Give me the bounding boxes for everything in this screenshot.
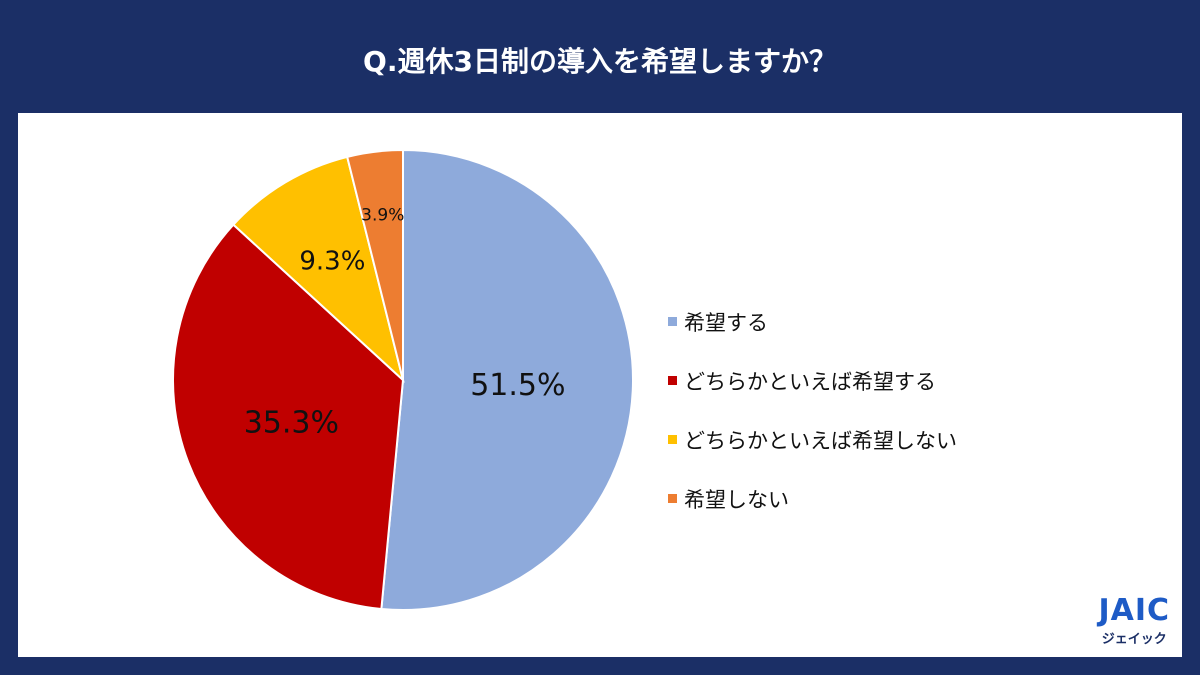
legend-swatch bbox=[668, 435, 677, 444]
data-label: 3.9% bbox=[361, 206, 404, 226]
data-label: 35.3% bbox=[244, 405, 339, 440]
legend-swatch bbox=[668, 494, 677, 503]
logo-kana: ジェイック bbox=[1101, 632, 1167, 647]
data-label: 51.5% bbox=[470, 368, 565, 403]
legend-item: 希望しない bbox=[668, 469, 957, 528]
jaic-logo: JAIC ジェイック bbox=[1098, 593, 1170, 647]
legend-label: 希望する bbox=[684, 310, 768, 335]
legend-label: どちらかといえば希望しない bbox=[684, 428, 957, 453]
legend: 希望する どちらかといえば希望する どちらかといえば希望しない 希望しない bbox=[668, 292, 957, 528]
legend-item: 希望する bbox=[668, 292, 957, 351]
legend-swatch bbox=[668, 376, 677, 385]
data-label: 9.3% bbox=[299, 246, 365, 276]
legend-swatch bbox=[668, 317, 677, 326]
legend-label: どちらかといえば希望する bbox=[684, 369, 936, 394]
legend-item: どちらかといえば希望する bbox=[668, 351, 957, 410]
chart-title: Q.週休3日制の導入を希望しますか？ bbox=[363, 45, 837, 78]
pie-slice bbox=[380, 148, 634, 611]
legend-label: 希望しない bbox=[684, 487, 789, 512]
pie-slice bbox=[172, 223, 405, 611]
pie-slice bbox=[345, 148, 404, 381]
logo-mark: JAIC bbox=[1098, 593, 1170, 628]
legend-item: どちらかといえば希望しない bbox=[668, 410, 957, 469]
